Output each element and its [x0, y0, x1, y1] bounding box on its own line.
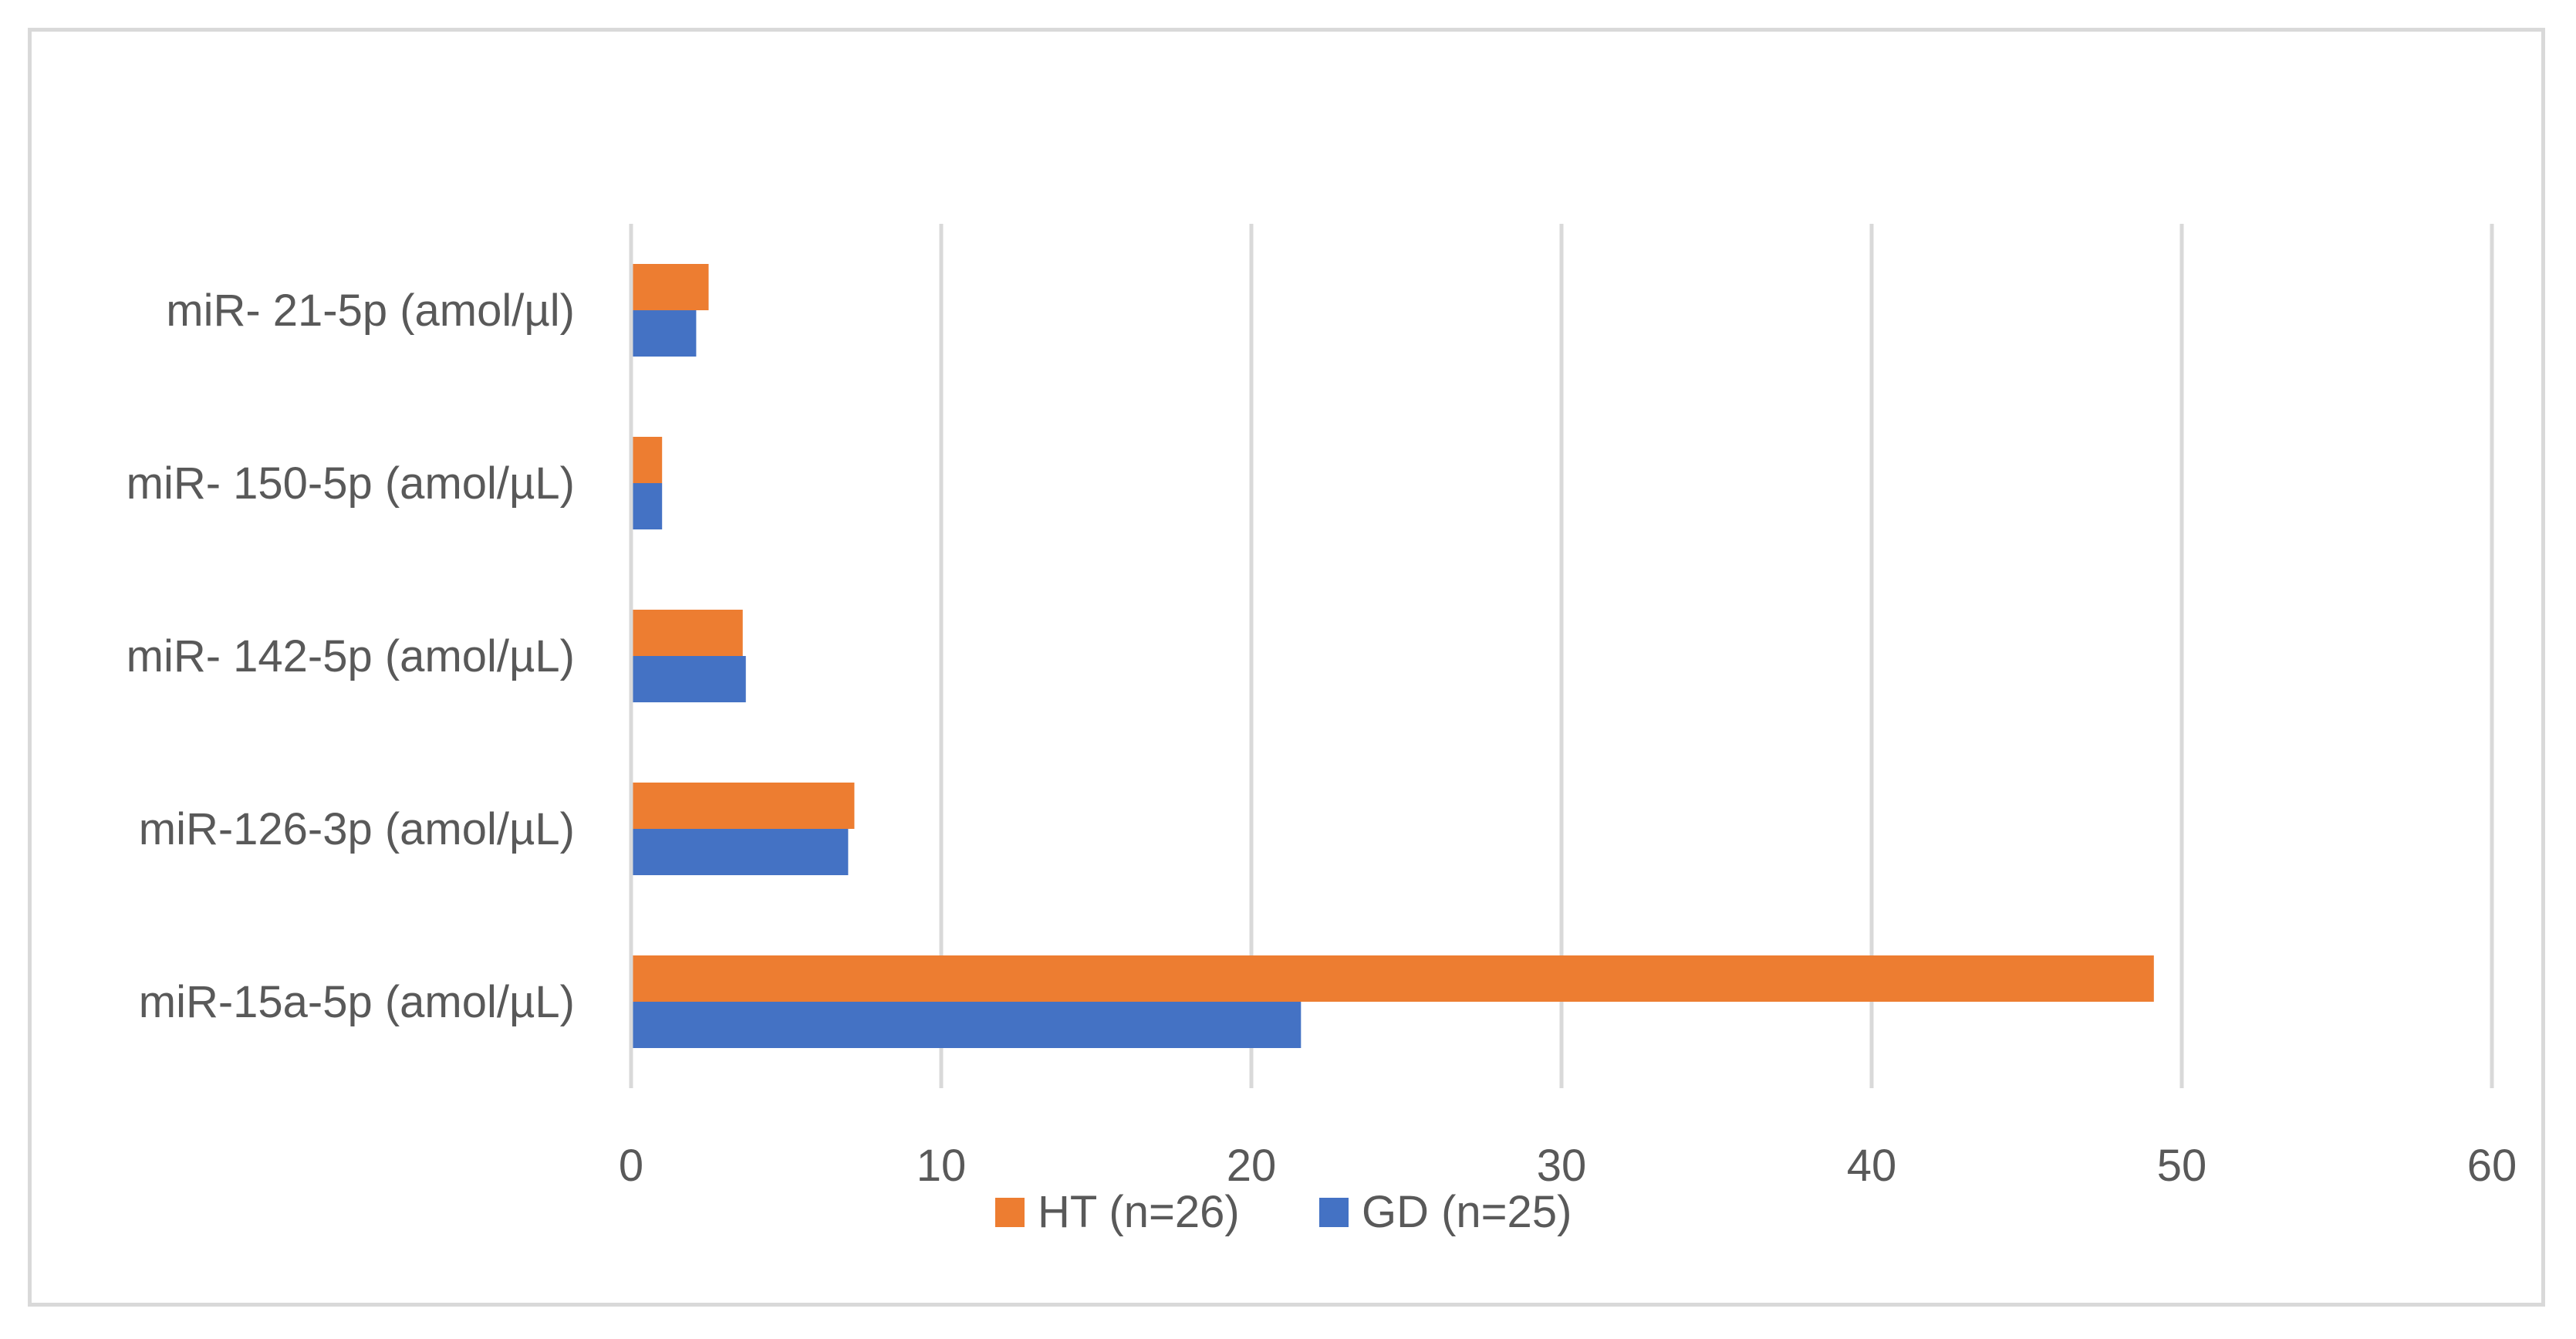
bar-gd-2: [631, 656, 746, 702]
category-label: miR- 150-5p (amol/µL): [127, 458, 575, 509]
x-tick-labels: 0 10 20 30 40 50 60: [619, 1141, 2517, 1191]
chart-frame: [28, 28, 2545, 1307]
bar-gd-1: [631, 483, 663, 529]
bars: [631, 264, 2154, 1048]
bar-gd-3: [631, 829, 849, 875]
x-tick-label: 0: [619, 1141, 643, 1191]
legend-swatch-ht: [995, 1198, 1025, 1227]
legend-swatch-gd: [1319, 1198, 1349, 1227]
legend: HT (n=26) GD (n=25): [995, 1187, 1572, 1237]
category-label: miR- 21-5p (amol/µl): [166, 286, 575, 336]
category-label: miR- 142-5p (amol/µL): [127, 631, 575, 681]
x-tick-label: 30: [1537, 1141, 1587, 1191]
bar-ht-3: [631, 783, 855, 829]
bar-ht-4: [631, 955, 2154, 1002]
bar-gd-0: [631, 310, 697, 357]
x-tick-label: 60: [2467, 1141, 2517, 1191]
bar-gd-4: [631, 1002, 1302, 1048]
bar-ht-2: [631, 610, 743, 656]
category-labels: miR- 21-5p (amol/µl) miR- 150-5p (amol/µL…: [127, 286, 575, 1027]
bar-ht-0: [631, 264, 709, 310]
legend-label-gd: GD (n=25): [1362, 1187, 1572, 1237]
x-tick-label: 10: [917, 1141, 967, 1191]
category-label: miR-15a-5p (amol/µL): [139, 977, 575, 1027]
x-tick-label: 50: [2157, 1141, 2207, 1191]
bar-ht-1: [631, 437, 663, 483]
x-tick-label: 20: [1227, 1141, 1277, 1191]
x-tick-label: 40: [1847, 1141, 1897, 1191]
category-label: miR-126-3p (amol/µL): [139, 804, 575, 854]
legend-label-ht: HT (n=26): [1038, 1187, 1240, 1237]
